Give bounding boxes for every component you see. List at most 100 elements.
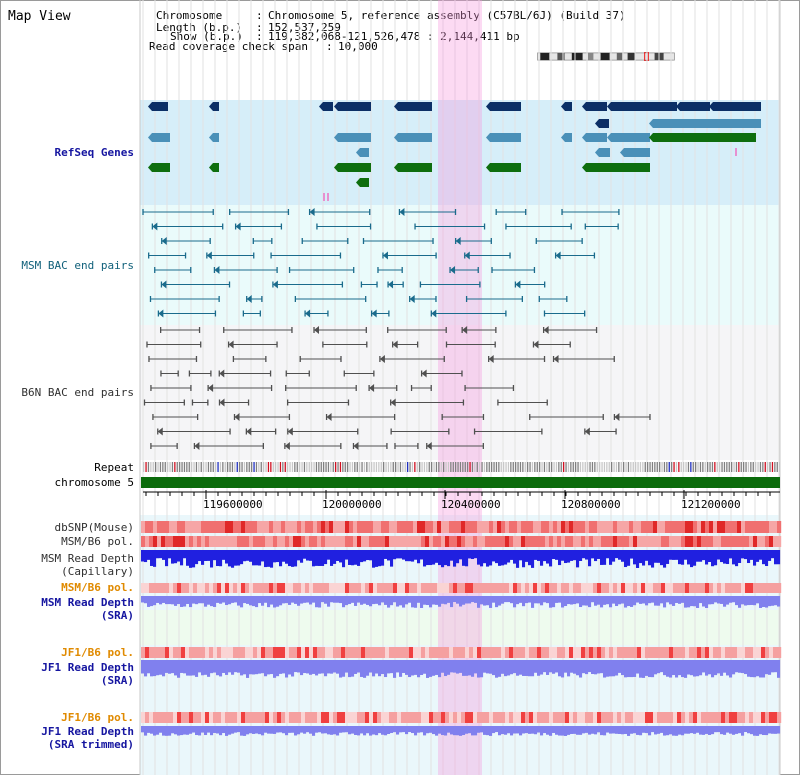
dbsnp-label[interactable]: dbSNP(Mouse) [54,521,134,534]
depth-bar [384,726,388,736]
depth-bar [720,550,724,563]
depth-bar [456,726,460,736]
jf1-depth-trim-label[interactable]: JF1 Read Depth [41,725,134,738]
bac-arrow [287,427,293,436]
refseq-label[interactable]: RefSeq Genes [54,146,134,159]
depth-bar [378,660,382,677]
heat-cell [761,647,766,658]
depth-bar [555,550,559,560]
depth-bar [345,550,349,560]
depth-bar [759,726,763,735]
depth-bar [420,596,424,608]
depth-bar [465,596,469,604]
depth-bar [189,596,193,608]
repeat-mark [743,462,745,472]
heat-cell [585,536,590,547]
msm-depth-cap-label[interactable]: MSM Read Depth [41,552,134,565]
heat-cell [569,647,574,658]
depth-bar [501,726,505,735]
repeat-mark [210,462,212,472]
heat-cell [689,647,694,658]
depth-bar [159,660,163,675]
msm-b6-pol-label[interactable]: MSM/B6 pol. [61,535,134,548]
heat-cell [381,712,386,723]
heat-cell [289,712,294,723]
heat-cell [693,583,698,593]
heat-cell [429,712,434,723]
depth-bar [699,726,703,735]
repeat-mark [404,462,406,472]
depth-bar [396,660,400,673]
b6n-bac-label[interactable]: B6N BAC end pairs [21,386,134,399]
depth-bar [459,550,463,560]
depth-bar [759,660,763,678]
chromosome-label[interactable]: chromosome 5 [54,476,134,489]
heat-cell [149,712,154,723]
repeat-mark [738,462,740,472]
heat-cell [353,712,358,723]
heat-cell [725,521,730,533]
depth-bar [498,596,502,606]
depth-bar [222,726,226,734]
depth-bar [762,596,766,607]
depth-bar [519,596,523,603]
heat-cell [401,583,406,593]
repeat-label[interactable]: Repeat [94,461,134,474]
msm-depth-sra-label[interactable]: MSM Read Depth [41,596,134,609]
depth-bar [513,550,517,564]
depth-bar [618,550,622,560]
depth-bar [522,660,526,676]
heat-cell [673,712,678,723]
msm-b6-pol-sra-label[interactable]: MSM/B6 pol. [61,581,134,594]
heat-cell [521,712,526,723]
depth-bar [408,726,412,733]
repeat-mark [582,462,584,472]
heat-cell [321,536,326,547]
heat-cell [389,712,394,723]
heat-cell [225,583,230,593]
depth-bar [333,726,337,735]
heat-cell [669,647,674,658]
jf1-depth-label[interactable]: JF1 Read Depth [41,661,134,674]
heat-cell [549,647,554,658]
depth-bar [633,550,637,565]
gene-arrow [649,119,653,128]
depth-bar [267,550,271,567]
depth-bar [600,596,604,608]
heat-cell [257,521,262,533]
depth-bar [447,726,451,733]
repeat-mark [654,462,656,472]
heat-cell [561,521,566,533]
jf1-b6-pol-trim-label[interactable]: JF1/B6 pol. [61,711,134,724]
heat-cell [673,521,678,533]
depth-bar [417,660,421,678]
heat-cell [709,583,714,593]
bac-arrow [390,398,396,407]
heat-cell [477,712,482,723]
jf1-b6-pol-label[interactable]: JF1/B6 pol. [61,646,134,659]
heat-cell [213,521,218,533]
heat-cell [525,521,530,533]
heat-cell [261,583,266,593]
depth-bar [249,550,253,562]
heat-cell [541,712,546,723]
repeat-mark [757,462,759,472]
gene-feature [611,133,650,142]
depth-bar [504,726,508,735]
heat-cell [393,521,398,533]
heat-cell [713,647,718,658]
depth-bar [408,550,412,562]
depth-bar [396,726,400,735]
gene-arrow [582,163,586,172]
repeat-mark [287,462,289,472]
depth-bar [465,660,469,676]
depth-bar [330,660,334,674]
heat-cell [637,521,642,533]
depth-bar [540,660,544,675]
heat-cell [685,583,690,593]
msm-bac-label[interactable]: MSM BAC end pairs [21,259,134,272]
heat-cell [705,583,710,593]
heat-cell [709,647,714,658]
heat-cell [617,521,622,533]
depth-bar [636,596,640,603]
